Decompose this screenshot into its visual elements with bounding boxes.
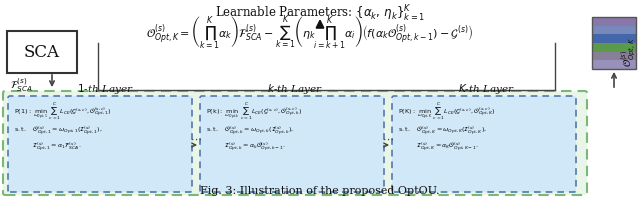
Text: $\mathcal{O}_{Opt,K}^{(s)} = \left(\prod_{k=1}^{K}\alpha_k\right)\mathcal{F}_{SC: $\mathcal{O}_{Opt,K}^{(s)} = \left(\prod… xyxy=(146,14,474,52)
Text: $\mathrm{s.t.}\quad \mathcal{O}_{Opt,1}^{(s)}=\omega_{Opt,1}(\mathcal{I}_{Opt,1}: $\mathrm{s.t.}\quad \mathcal{O}_{Opt,1}^… xyxy=(14,124,102,137)
Bar xyxy=(592,17,636,26)
Text: $\mathcal{O}_{Opt,K}^{(s)}$: $\mathcal{O}_{Opt,K}^{(s)}$ xyxy=(620,37,638,67)
Text: $\qquad\quad \mathcal{I}_{Opt,1}^{(s)}=\alpha_1\mathcal{F}_{SCA}^{(s)}.$: $\qquad\quad \mathcal{I}_{Opt,1}^{(s)}=\… xyxy=(14,140,81,153)
Text: $\qquad\quad \mathcal{I}_{Opt,k}^{(s)}=\alpha_k\mathcal{O}_{Opt,k-1}^{(s)}.$: $\qquad\quad \mathcal{I}_{Opt,k}^{(s)}=\… xyxy=(206,140,285,153)
Text: $\mathcal{F}_{SCA}^{(s)}$: $\mathcal{F}_{SCA}^{(s)}$ xyxy=(10,76,33,94)
Text: $k$-th Layer: $k$-th Layer xyxy=(267,82,323,96)
Text: Fig. 3: Illustration of the proposed OptOU.: Fig. 3: Illustration of the proposed Opt… xyxy=(200,186,440,196)
FancyBboxPatch shape xyxy=(392,96,576,192)
Bar xyxy=(592,26,636,34)
Text: $\mathrm{P(k):}\;\min_{\omega_{Opt,k}}\;\sum_{c=1}^{C}L_{CE}(\mathcal{G}^{(s,c)}: $\mathrm{P(k):}\;\min_{\omega_{Opt,k}}\;… xyxy=(206,102,303,122)
FancyBboxPatch shape xyxy=(7,31,77,73)
Text: $\mathrm{s.t.}\quad \mathcal{O}_{Opt,k}^{(s)}=\omega_{Opt,k}(\mathcal{I}_{Opt,k}: $\mathrm{s.t.}\quad \mathcal{O}_{Opt,k}^… xyxy=(206,124,294,137)
FancyBboxPatch shape xyxy=(3,91,587,195)
Text: SCA: SCA xyxy=(24,44,60,60)
Bar xyxy=(592,60,636,69)
Text: $\mathrm{P(1):}\;\min_{\omega_{Opt,1}}\;\sum_{c=1}^{C}L_{CE}(\mathcal{G}^{(s,c)}: $\mathrm{P(1):}\;\min_{\omega_{Opt,1}}\;… xyxy=(14,102,111,122)
Bar xyxy=(592,34,636,43)
Text: $\mathrm{P(K):}\;\min_{\omega_{Opt,K}}\;\sum_{c=1}^{C}L_{CE}(\mathcal{G}^{(s,c)}: $\mathrm{P(K):}\;\min_{\omega_{Opt,K}}\;… xyxy=(398,102,496,122)
Text: $\qquad\quad \mathcal{I}_{Opt,K}^{(s)}=\alpha_K\mathcal{O}_{Opt,K-1}^{(s)}.$: $\qquad\quad \mathcal{I}_{Opt,K}^{(s)}=\… xyxy=(398,140,479,153)
Text: $\cdots$: $\cdots$ xyxy=(190,134,202,144)
Text: $\mathrm{s.t.}\quad \mathcal{O}_{Opt,K}^{(s)}=\omega_{Opt,K}(\mathcal{I}_{Opt,K}: $\mathrm{s.t.}\quad \mathcal{O}_{Opt,K}^… xyxy=(398,124,487,137)
Text: $\mathit{1}$-th Layer: $\mathit{1}$-th Layer xyxy=(77,82,133,96)
FancyBboxPatch shape xyxy=(200,96,384,192)
Text: $K$-th Layer: $K$-th Layer xyxy=(458,82,515,96)
Text: $\cdots$: $\cdots$ xyxy=(382,134,394,144)
FancyBboxPatch shape xyxy=(8,96,192,192)
Text: Learnable Parameters: $\{\alpha_k,\,\eta_k\}_{k=1}^{K}$: Learnable Parameters: $\{\alpha_k,\,\eta… xyxy=(215,4,425,24)
Bar xyxy=(592,43,636,52)
Bar xyxy=(592,52,636,60)
